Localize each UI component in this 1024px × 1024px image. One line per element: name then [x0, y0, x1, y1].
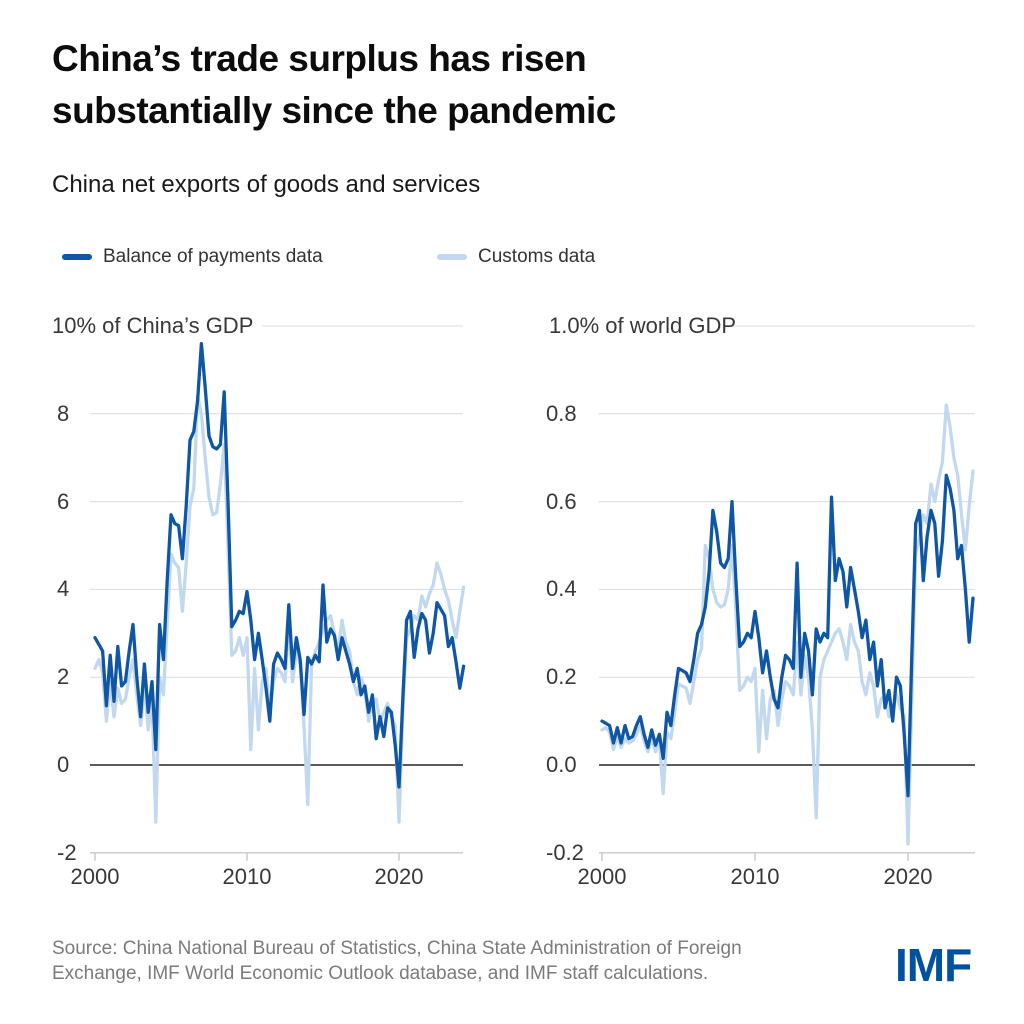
left-y-tick-0: 0	[57, 752, 70, 777]
right-axis-header: 1.0% of world GDP	[549, 313, 737, 338]
right-x-tick-2000: 2000	[577, 864, 627, 889]
legend-label-customs: Customs data	[478, 246, 596, 267]
right-x-tick-2010: 2010	[730, 864, 780, 889]
right-y-tick-00: 0.0	[546, 752, 577, 777]
chart-subtitle: China net exports of goods and services	[52, 171, 481, 198]
left-y-tick-8: 8	[57, 401, 70, 426]
right-y-tick-04: 0.4	[546, 576, 577, 601]
legend-label-bop: Balance of payments data	[103, 246, 323, 267]
right-y-tick-06: 0.6	[546, 489, 577, 514]
left-x-tick-2020: 2020	[374, 864, 424, 889]
left-axis-header: 10% of China’s GDP	[52, 313, 254, 338]
left-y-tick-6: 6	[57, 489, 70, 514]
page-title: China’s trade surplus has risen substant…	[52, 38, 616, 131]
right-y-tick-neg02: -0.2	[546, 840, 584, 865]
imf-logo: IMF	[895, 939, 972, 991]
legend: Balance of payments data Customs data	[0, 246, 1024, 272]
customs-line-swatch	[437, 254, 467, 260]
right-y-tick-02: 0.2	[546, 664, 577, 689]
left-y-tick-2: 2	[57, 664, 70, 689]
legend-item-customs: Customs data	[437, 246, 595, 268]
legend-item-bop: Balance of payments data	[62, 246, 323, 268]
source-note: Source: China National Bureau of Statist…	[52, 938, 742, 985]
series-line-balance-of-payments-data	[93, 341, 466, 789]
right-x-tick-2020: 2020	[883, 864, 933, 889]
left-y-tick-4: 4	[57, 576, 70, 601]
series-line-balance-of-payments-data	[600, 473, 975, 798]
left-x-tick-2000: 2000	[70, 864, 120, 889]
series-line-customs-data	[600, 403, 975, 846]
bop-line-swatch	[62, 254, 92, 260]
left-x-tick-2010: 2010	[222, 864, 272, 889]
left-y-tick-neg2: -2	[57, 840, 77, 865]
right-y-tick-08: 0.8	[546, 401, 577, 426]
series-line-customs-data	[93, 394, 466, 824]
